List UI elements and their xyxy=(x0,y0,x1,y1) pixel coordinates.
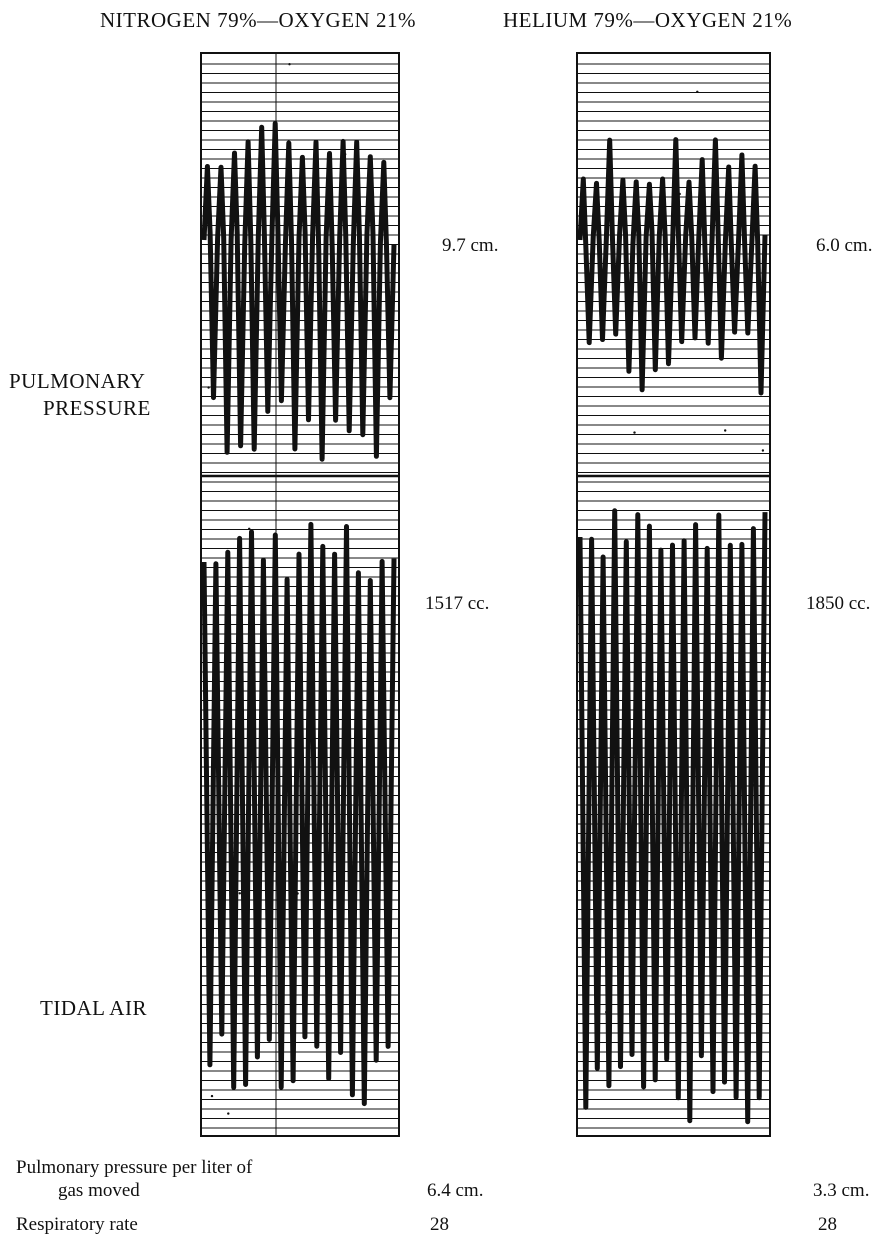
footer-left-pressure-per-liter: 6.4 cm. xyxy=(427,1180,484,1201)
paper-speck xyxy=(761,449,765,452)
paper-speck xyxy=(238,322,242,326)
label-tidal-air: TIDAL AIR xyxy=(40,996,147,1020)
paper-speck xyxy=(696,90,699,93)
paper-speck xyxy=(207,386,210,389)
paper-speck xyxy=(248,527,251,530)
paper-speck xyxy=(238,892,241,895)
tracing-strip-nitrogen xyxy=(200,52,400,1137)
footer-right-pressure-per-liter: 3.3 cm. xyxy=(813,1180,870,1201)
paper-speck xyxy=(752,784,755,787)
tracing-strip-helium xyxy=(576,52,771,1137)
paper-speck xyxy=(605,1010,608,1014)
value-left-tidal: 1517 cc. xyxy=(425,593,490,614)
paper-speck xyxy=(353,162,357,165)
paper-speck xyxy=(617,925,621,929)
paper-speck xyxy=(633,431,636,434)
paper-speck xyxy=(227,1112,230,1115)
paper-speck xyxy=(210,1094,214,1098)
pressure-tracing xyxy=(577,137,768,396)
paper-speck xyxy=(678,192,681,196)
footer-pressure-label-line2: gas moved xyxy=(58,1180,140,1201)
tidal-tracing xyxy=(201,521,397,1107)
paper-speck xyxy=(724,429,727,432)
value-left-pressure: 9.7 cm. xyxy=(442,235,499,256)
paper-speck xyxy=(288,63,291,66)
footer-right-rate: 28 xyxy=(818,1214,837,1235)
tidal-tracing xyxy=(577,508,768,1125)
paper-speck xyxy=(296,892,299,895)
value-right-pressure: 6.0 cm. xyxy=(816,235,873,256)
header-nitrogen: NITROGEN 79%—OXYGEN 21% xyxy=(100,8,416,32)
value-right-tidal: 1850 cc. xyxy=(806,593,871,614)
footer-pressure-label-line1: Pulmonary pressure per liter of xyxy=(16,1157,253,1178)
label-pulmonary-line2: PRESSURE xyxy=(43,396,151,420)
paper-speck xyxy=(717,733,720,736)
footer-left-rate: 28 xyxy=(430,1214,449,1235)
label-pulmonary-line1: PULMONARY xyxy=(9,369,146,393)
pressure-tracing xyxy=(201,121,397,462)
paper-speck xyxy=(669,711,673,714)
header-helium: HELIUM 79%—OXYGEN 21% xyxy=(503,8,793,32)
paper-speck xyxy=(344,153,347,156)
footer-rate-label: Respiratory rate xyxy=(16,1214,138,1235)
